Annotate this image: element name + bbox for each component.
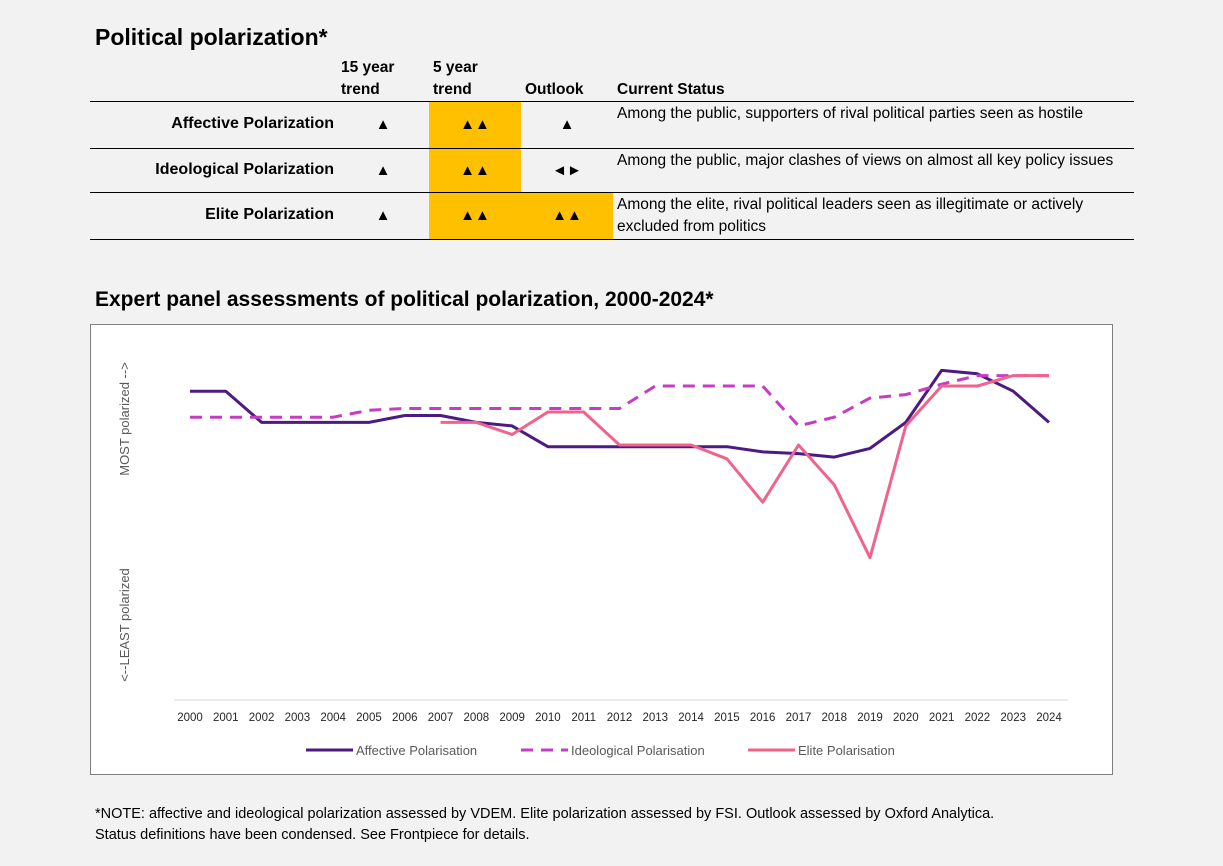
table-title: Political polarization* (95, 24, 328, 50)
y-axis-label-bottom: <--LEAST polarized (117, 568, 132, 682)
x-tick-label: 2012 (607, 712, 633, 724)
trend5-indicator: ▲▲ (460, 162, 490, 179)
table-divider (90, 101, 1134, 102)
x-tick-label: 2020 (893, 712, 919, 724)
header-outlook: Outlook (525, 81, 584, 98)
header-current-status: Current Status (617, 81, 725, 98)
x-tick-label: 2021 (929, 712, 955, 724)
header-15-year-trend: 15 year trend (341, 59, 395, 98)
trend15-indicator: ▲ (375, 207, 391, 224)
footnote-line: Status definitions have been condensed. … (95, 827, 530, 843)
x-tick-label: 2016 (750, 712, 776, 724)
chart-area: MOST polarized --> <--LEAST polarized 20… (90, 324, 1113, 775)
trend5-outlook-highlight (429, 193, 613, 239)
table-divider (90, 239, 1134, 240)
table-divider (90, 192, 1134, 193)
x-tick-label: 2022 (965, 712, 991, 724)
chart-title: Expert panel assessments of political po… (95, 288, 714, 311)
x-tick-label: 2004 (320, 712, 346, 724)
trend15-indicator: ▲ (375, 162, 391, 179)
x-tick-labels: 2000 2001 2002 2003 2004 2005 2006 2007 2008 2009… (177, 712, 1062, 724)
trend15-indicator: ▲ (375, 116, 391, 133)
legend-label: Affective Polarisation (356, 743, 477, 758)
outlook-indicator: ▲▲ (552, 207, 582, 224)
trend5-indicator: ▲▲ (460, 116, 490, 133)
row-label: Ideological Polarization (155, 161, 334, 178)
legend-label: Elite Polarisation (798, 743, 895, 758)
x-tick-label: 2014 (678, 712, 704, 724)
x-tick-label: 2013 (642, 712, 668, 724)
x-tick-label: 2009 (499, 712, 525, 724)
series-line-2 (190, 374, 1049, 428)
x-tick-label: 2006 (392, 712, 418, 724)
x-tick-label: 2011 (571, 712, 596, 724)
status-text: Among the elite, rival political leaders… (617, 196, 1084, 235)
series-line-1 (190, 368, 1050, 459)
legend: Affective Polarisation Ideological Polari… (306, 743, 895, 758)
status-text: Among the public, supporters of rival po… (617, 105, 1084, 122)
line-chart: MOST polarized --> <--LEAST polarized 20… (117, 362, 1068, 758)
x-tick-label: 2018 (821, 712, 847, 724)
trend5-highlight (429, 149, 521, 192)
x-tick-label: 2015 (714, 712, 740, 724)
series-layer (190, 368, 1050, 560)
trend5-highlight (429, 102, 521, 148)
status-text: Among the public, major clashes of views… (617, 152, 1114, 169)
x-tick-label: 2023 (1000, 712, 1026, 724)
legend-item: Affective Polarisation (306, 743, 477, 758)
x-tick-label: 2001 (213, 712, 239, 724)
footnote-line: *NOTE: affective and ideological polariz… (95, 806, 995, 822)
legend-label: Ideological Polarisation (571, 743, 705, 758)
trend5-indicator: ▲▲ (460, 207, 490, 224)
outlook-indicator: ▲ (559, 116, 575, 133)
x-tick-label: 2007 (428, 712, 454, 724)
x-tick-label: 2003 (285, 712, 311, 724)
legend-item: Ideological Polarisation (521, 743, 705, 758)
series-line-3 (440, 374, 1049, 560)
polarization-table: 15 year trend 5 year trend Outlook Current… (90, 56, 1134, 242)
footnote: *NOTE: affective and ideological polariz… (95, 804, 1175, 846)
x-tick-label: 2008 (464, 712, 490, 724)
legend-item: Elite Polarisation (748, 743, 895, 758)
x-tick-label: 2024 (1036, 712, 1062, 724)
x-tick-label: 2002 (249, 712, 275, 724)
x-tick-label: 2019 (857, 712, 883, 724)
y-axis-label-top: MOST polarized --> (117, 362, 132, 476)
x-tick-label: 2000 (177, 712, 203, 724)
x-tick-label: 2005 (356, 712, 382, 724)
x-tick-label: 2010 (535, 712, 561, 724)
row-label: Elite Polarization (205, 206, 334, 223)
header-5-year-trend: 5 year trend (433, 59, 478, 98)
outlook-indicator: ◄► (552, 162, 582, 179)
x-tick-label: 2017 (786, 712, 812, 724)
table-divider (90, 148, 1134, 149)
row-label: Affective Polarization (171, 115, 334, 132)
